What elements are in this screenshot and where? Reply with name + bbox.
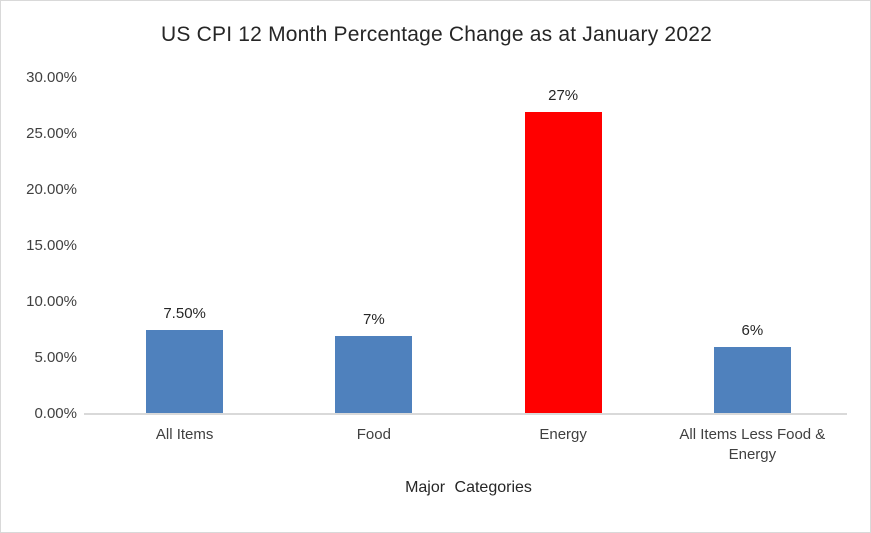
bar-value-label: 7.50%	[163, 305, 206, 322]
x-axis-category-label: All Items Less Food & Energy	[679, 426, 826, 463]
bar-food	[335, 335, 413, 413]
bar-all-items	[146, 330, 224, 413]
x-axis-title: Major Categories	[405, 479, 532, 496]
y-axis-tick-label: 30.00%	[26, 69, 77, 86]
chart-title: US CPI 12 Month Percentage Change as at …	[161, 23, 712, 46]
bar-value-label: 27%	[548, 86, 579, 104]
y-axis-tick-label: 25.00%	[26, 125, 77, 142]
y-axis-tick-label: 20.00%	[26, 181, 77, 198]
bar-value-label: 6%	[741, 321, 764, 339]
y-axis-tick-label: 5.00%	[34, 349, 77, 366]
x-axis-category-label: Energy	[539, 426, 587, 443]
x-axis-line	[84, 413, 847, 415]
y-axis-tick-label: 10.00%	[26, 293, 77, 310]
bar-all-items-less-food-energy	[713, 346, 791, 413]
bar-value-label: 7%	[363, 310, 385, 328]
x-axis-category-label: All Items	[155, 426, 214, 443]
y-axis-tick-label: 0.00%	[34, 405, 77, 422]
y-axis-tick-label: 15.00%	[26, 237, 77, 254]
x-axis-category-label: Food	[356, 426, 391, 443]
bar-energy	[524, 111, 602, 413]
